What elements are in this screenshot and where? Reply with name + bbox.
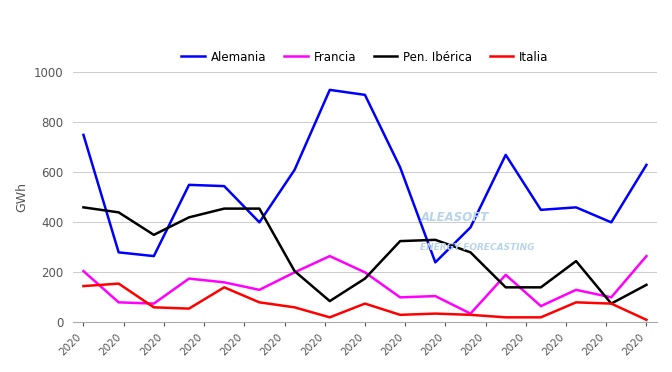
Pen. Ibérica — [431, 238, 439, 242]
Italia — [150, 305, 158, 310]
Line: Alemania: Alemania — [83, 90, 646, 262]
Pen. Ibérica — [502, 285, 510, 289]
Alemania — [361, 93, 369, 97]
Alemania — [79, 133, 87, 137]
Francia — [150, 301, 158, 306]
Francia — [326, 254, 334, 258]
Pen. Ibérica — [220, 206, 228, 211]
Italia — [537, 315, 545, 320]
Pen. Ibérica — [150, 232, 158, 237]
Italia — [396, 312, 404, 317]
Francia — [290, 270, 298, 275]
Pen. Ibérica — [607, 301, 616, 306]
Alemania — [607, 220, 616, 225]
Line: Italia: Italia — [83, 283, 646, 320]
Italia — [79, 284, 87, 288]
Italia — [326, 315, 334, 320]
Francia — [537, 304, 545, 308]
Alemania — [502, 153, 510, 157]
Francia — [115, 300, 123, 305]
Italia — [607, 301, 616, 306]
Pen. Ibérica — [572, 259, 580, 263]
Text: ALEASOFT: ALEASOFT — [421, 211, 489, 224]
Italia — [642, 318, 650, 322]
Pen. Ibérica — [115, 210, 123, 215]
Pen. Ibérica — [396, 239, 404, 243]
Pen. Ibérica — [290, 269, 298, 273]
Francia — [79, 269, 87, 273]
Italia — [255, 300, 263, 305]
Pen. Ibérica — [79, 205, 87, 209]
Francia — [220, 280, 228, 285]
Francia — [185, 276, 193, 281]
Italia — [185, 307, 193, 311]
Francia — [502, 273, 510, 277]
Francia — [361, 270, 369, 275]
Pen. Ibérica — [466, 250, 474, 254]
Pen. Ibérica — [537, 285, 545, 289]
Alemania — [185, 183, 193, 187]
Pen. Ibérica — [255, 206, 263, 211]
Legend: Alemania, Francia, Pen. Ibérica, Italia: Alemania, Francia, Pen. Ibérica, Italia — [177, 46, 554, 68]
Francia — [466, 311, 474, 316]
Alemania — [537, 208, 545, 212]
Italia — [466, 312, 474, 317]
Alemania — [150, 254, 158, 258]
Italia — [572, 300, 580, 305]
Italia — [115, 281, 123, 286]
Alemania — [431, 260, 439, 264]
Francia — [431, 294, 439, 298]
Text: ENERGY FORECASTING: ENERGY FORECASTING — [421, 243, 535, 252]
Francia — [642, 254, 650, 258]
Alemania — [290, 168, 298, 172]
Italia — [290, 305, 298, 310]
Line: Pen. Ibérica: Pen. Ibérica — [83, 207, 646, 304]
Pen. Ibérica — [185, 215, 193, 219]
Pen. Ibérica — [361, 276, 369, 281]
Alemania — [572, 205, 580, 209]
Alemania — [642, 163, 650, 167]
Francia — [396, 295, 404, 299]
Line: Francia: Francia — [83, 256, 646, 314]
Y-axis label: GWh: GWh — [15, 182, 28, 212]
Italia — [431, 311, 439, 316]
Alemania — [396, 165, 404, 170]
Alemania — [220, 184, 228, 188]
Francia — [255, 288, 263, 292]
Francia — [572, 288, 580, 292]
Italia — [361, 301, 369, 306]
Alemania — [466, 225, 474, 230]
Italia — [502, 315, 510, 320]
Pen. Ibérica — [326, 299, 334, 303]
Alemania — [255, 220, 263, 225]
Alemania — [326, 88, 334, 92]
Italia — [220, 285, 228, 289]
Pen. Ibérica — [642, 283, 650, 287]
Alemania — [115, 250, 123, 254]
Francia — [607, 295, 616, 299]
